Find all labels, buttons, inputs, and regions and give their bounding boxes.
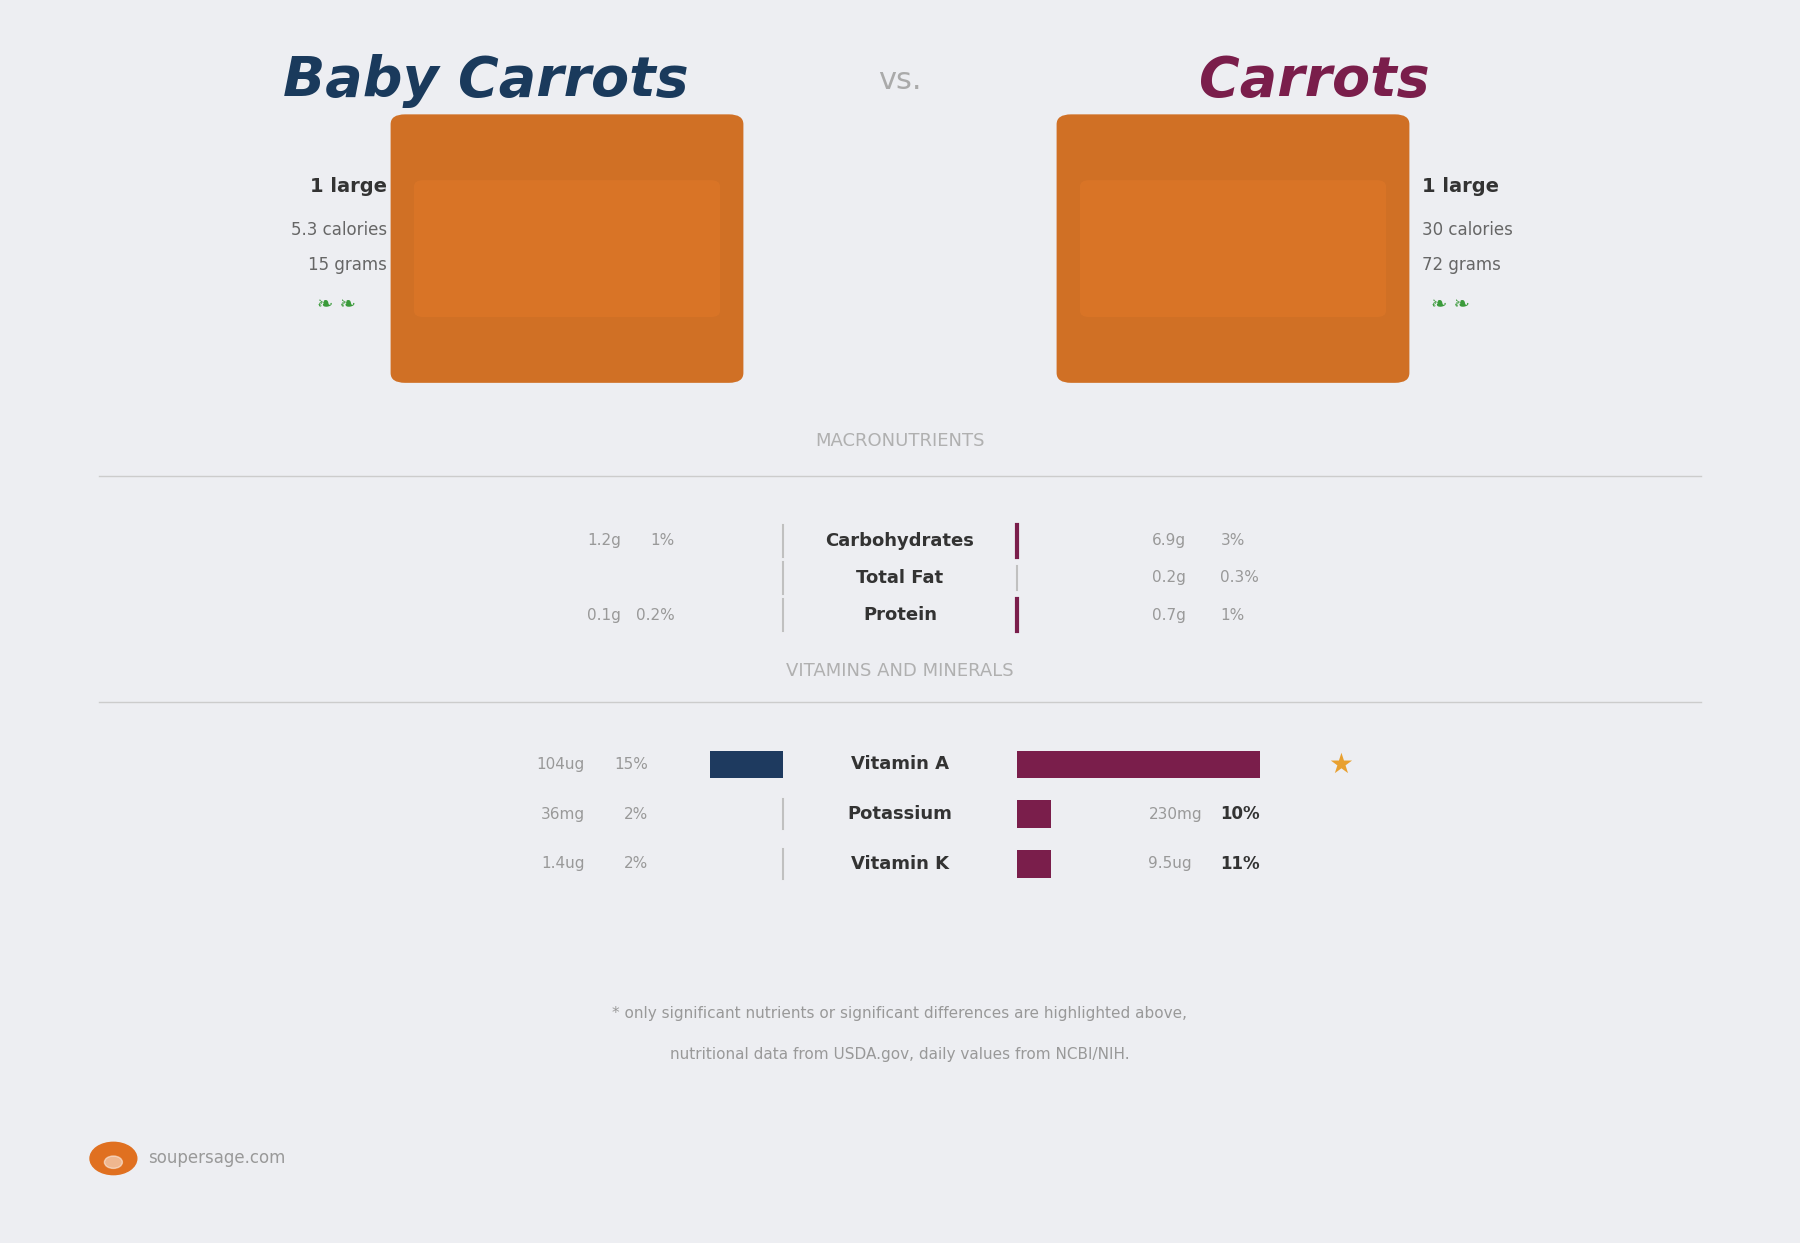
Text: Total Fat: Total Fat — [857, 569, 943, 587]
Text: 2%: 2% — [625, 807, 648, 822]
Text: Baby Carrots: Baby Carrots — [283, 53, 689, 108]
Text: 0.2g: 0.2g — [1152, 571, 1186, 585]
Bar — [709, 751, 783, 778]
Text: ❧ ❧: ❧ ❧ — [1431, 295, 1471, 314]
Text: 6.9g: 6.9g — [1152, 533, 1186, 548]
Text: 104ug: 104ug — [536, 757, 585, 772]
FancyBboxPatch shape — [414, 180, 720, 317]
Text: 11%: 11% — [1220, 855, 1260, 873]
Text: Vitamin K: Vitamin K — [851, 855, 949, 873]
Text: 36mg: 36mg — [540, 807, 585, 822]
Text: 230mg: 230mg — [1148, 807, 1202, 822]
Circle shape — [104, 1156, 122, 1168]
Text: Potassium: Potassium — [848, 805, 952, 823]
Text: Carbohydrates: Carbohydrates — [826, 532, 974, 549]
Bar — [1017, 850, 1051, 878]
Text: soupersage.com: soupersage.com — [148, 1150, 284, 1167]
Text: 1.4ug: 1.4ug — [542, 856, 585, 871]
Text: 72 grams: 72 grams — [1422, 256, 1501, 273]
FancyBboxPatch shape — [391, 114, 743, 383]
Text: * only significant nutrients or significant differences are highlighted above,: * only significant nutrients or signific… — [612, 1006, 1188, 1021]
Text: Vitamin A: Vitamin A — [851, 756, 949, 773]
Text: 30 calories: 30 calories — [1422, 221, 1512, 239]
Text: 0.3%: 0.3% — [1220, 571, 1260, 585]
FancyBboxPatch shape — [1080, 180, 1386, 317]
Text: 0.2%: 0.2% — [635, 608, 675, 623]
Text: 0.1g: 0.1g — [587, 608, 621, 623]
Text: 15 grams: 15 grams — [308, 256, 387, 273]
FancyBboxPatch shape — [1057, 114, 1409, 383]
Text: VITAMINS AND MINERALS: VITAMINS AND MINERALS — [787, 663, 1013, 680]
Text: 601ug: 601ug — [1148, 757, 1197, 772]
Text: nutritional data from USDA.gov, daily values from NCBI/NIH.: nutritional data from USDA.gov, daily va… — [670, 1047, 1130, 1062]
Text: 1.2g: 1.2g — [587, 533, 621, 548]
Circle shape — [90, 1142, 137, 1175]
Text: 86%: 86% — [1220, 756, 1260, 773]
Text: vs.: vs. — [878, 66, 922, 96]
Text: 2%: 2% — [625, 856, 648, 871]
Text: 3%: 3% — [1220, 533, 1246, 548]
Text: 9.5ug: 9.5ug — [1148, 856, 1192, 871]
Text: MACRONUTRIENTS: MACRONUTRIENTS — [815, 433, 985, 450]
Text: Carrots: Carrots — [1199, 53, 1429, 108]
Text: 15%: 15% — [614, 757, 648, 772]
Text: 10%: 10% — [1220, 805, 1260, 823]
Text: 1 large: 1 large — [1422, 177, 1499, 196]
Bar — [1017, 751, 1260, 778]
Text: ❧ ❧: ❧ ❧ — [317, 295, 356, 314]
Text: 5.3 calories: 5.3 calories — [292, 221, 387, 239]
Text: ★: ★ — [1328, 751, 1354, 778]
Text: 1%: 1% — [652, 533, 675, 548]
Text: Protein: Protein — [862, 607, 938, 624]
Bar — [1017, 800, 1051, 828]
Text: 1%: 1% — [1220, 608, 1244, 623]
Text: 0.7g: 0.7g — [1152, 608, 1186, 623]
Text: 1 large: 1 large — [310, 177, 387, 196]
